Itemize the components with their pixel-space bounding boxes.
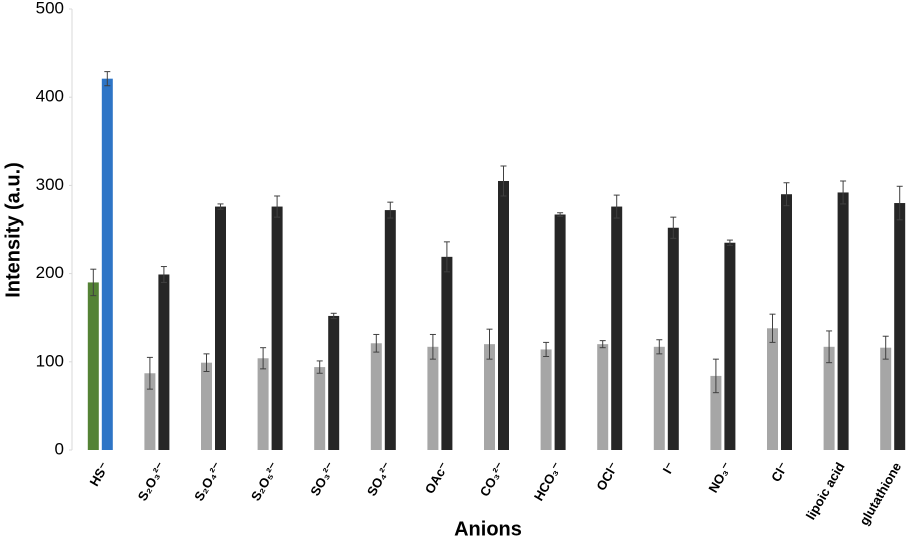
error-bar	[599, 340, 606, 349]
error-bar	[840, 180, 847, 205]
x-tick-label: SO₃²⁻	[307, 460, 338, 499]
bar	[158, 274, 170, 450]
x-axis-label: Anions	[454, 518, 522, 540]
y-tick-label: 300	[36, 175, 64, 194]
x-tick-label: SO₄²⁻	[364, 460, 395, 499]
x-tick-label: OAc⁻	[422, 460, 452, 497]
bar	[767, 328, 778, 450]
error-bar	[146, 356, 153, 390]
bar	[710, 375, 722, 450]
error-bar	[429, 333, 436, 360]
bar	[101, 78, 113, 450]
bar	[653, 346, 665, 450]
y-tick-label: 200	[36, 263, 64, 282]
y-tick-label: 0	[55, 439, 64, 458]
error-bar	[373, 333, 380, 353]
x-tick-label: glutathione	[856, 460, 904, 528]
bar	[201, 362, 212, 450]
bar	[271, 206, 283, 450]
bar	[880, 347, 892, 450]
x-tick-label: S₂O₅²⁻	[248, 460, 282, 504]
bar	[837, 192, 849, 450]
error-bar	[260, 347, 267, 370]
error-bar	[104, 71, 111, 87]
error-bar	[726, 239, 733, 246]
error-bar	[882, 335, 889, 360]
bar	[484, 344, 495, 450]
error-bar	[712, 358, 719, 394]
bar	[215, 206, 226, 450]
x-tick-label: OCl⁻	[593, 460, 621, 494]
bar	[370, 343, 382, 450]
bar	[540, 349, 552, 450]
x-tick-label: I⁻	[660, 460, 678, 477]
error-bar	[896, 185, 903, 221]
x-tick-label: NO₃⁻	[705, 460, 734, 496]
y-axis-label: Intensity (a.u.)	[2, 162, 24, 298]
error-bar	[486, 328, 493, 360]
bar	[314, 367, 326, 450]
x-tick-label: S₂O₃²⁻	[135, 460, 169, 504]
error-bar	[500, 165, 507, 197]
x-tick-label: CO₃²⁻	[477, 460, 508, 499]
bar	[144, 373, 156, 450]
bar	[554, 214, 566, 450]
x-tick-label: HS⁻	[86, 460, 112, 489]
error-bar	[557, 212, 564, 217]
bar	[724, 242, 736, 450]
bar	[257, 358, 269, 450]
error-bar	[90, 268, 97, 297]
x-tick-label: lipoic acid	[803, 460, 848, 523]
error-bar	[656, 339, 663, 355]
error-bar	[543, 341, 550, 358]
y-tick-label: 500	[36, 0, 64, 17]
error-bar	[826, 330, 833, 364]
error-bar	[330, 312, 337, 320]
y-tick-label: 100	[36, 351, 64, 370]
bar	[498, 180, 509, 451]
error-bar	[670, 216, 677, 239]
bar	[781, 194, 792, 450]
x-tick-label: HCO₃⁻	[531, 460, 565, 504]
bar	[611, 206, 623, 450]
bar	[427, 346, 439, 450]
error-bar	[387, 201, 394, 219]
bar	[384, 210, 396, 450]
error-bar	[160, 266, 167, 283]
error-bar	[613, 194, 620, 219]
bar	[823, 346, 835, 450]
error-bar	[203, 353, 210, 373]
error-bar	[217, 203, 224, 210]
bar	[328, 315, 340, 450]
error-bar	[783, 182, 790, 207]
error-bar	[769, 313, 776, 343]
error-bar	[316, 360, 323, 374]
error-bar	[274, 195, 281, 218]
error-bar	[443, 241, 450, 273]
x-tick-label: Cl⁻	[768, 460, 791, 485]
bar	[441, 256, 453, 450]
bar	[667, 227, 679, 450]
y-tick-label: 400	[36, 87, 64, 106]
bar	[894, 203, 906, 450]
bar	[87, 282, 99, 450]
x-tick-label: S₂O₄²⁻	[191, 460, 225, 504]
bar	[597, 344, 609, 450]
